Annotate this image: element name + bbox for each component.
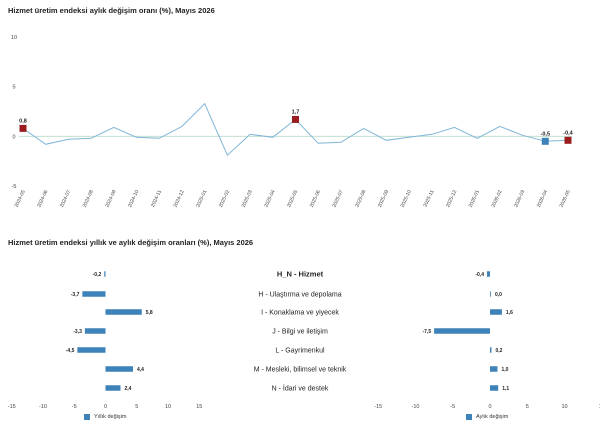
x-tick-label: 2025-02 [218, 189, 231, 208]
monthly-x-tick-label: 10 [561, 404, 567, 410]
yearly-x-tick-label: 5 [135, 404, 138, 410]
x-tick-label: 2024-05 [14, 189, 27, 208]
monthly-bar-label: -7,5 [423, 329, 432, 335]
monthly-bar-label: -0,4 [475, 272, 484, 278]
y-tick-label: 5 [12, 85, 15, 91]
yearly-bar [105, 385, 121, 391]
y-tick-label: -5 [12, 184, 17, 190]
highlight-point [564, 136, 572, 144]
x-tick-label: 2024-08 [82, 189, 95, 208]
x-tick-label: 2025-04 [263, 189, 276, 208]
monthly-x-tick-label: -5 [450, 404, 455, 410]
yearly-x-tick-label: -15 [8, 404, 16, 410]
x-tick-label: 2025-09 [377, 189, 390, 208]
x-tick-label: 2024-11 [150, 189, 163, 208]
x-tick-label: 2026-01 [468, 189, 481, 208]
bar-chart-title: Hizmet üretim endeksi yıllık ve aylık de… [8, 238, 254, 247]
x-tick-label: 2025-10 [400, 189, 413, 208]
monthly-x-tick-label: -15 [374, 404, 382, 410]
y-tick-label: 0 [12, 134, 15, 140]
x-tick-label: 2025-08 [354, 189, 367, 208]
yearly-x-tick-label: -10 [39, 404, 47, 410]
x-tick-label: 2025-05 [286, 189, 299, 208]
yearly-bar-label: 5,8 [146, 310, 153, 316]
yearly-bar [84, 328, 106, 334]
data-label: 1,7 [292, 109, 300, 115]
yearly-bar [105, 366, 133, 372]
legend-yearly-swatch [84, 414, 90, 420]
category-label: J - Bilgi ve iletişim [272, 329, 328, 336]
legend-yearly-label: Yıllık değişim [94, 414, 127, 420]
highlight-point [541, 137, 549, 145]
yearly-bar [82, 291, 106, 297]
monthly-bar [490, 366, 498, 372]
monthly-x-tick-label: -10 [412, 404, 420, 410]
monthly-bar-label: 1,1 [502, 386, 509, 392]
monthly-bar [434, 328, 490, 334]
category-label: H - Ulaştırma ve depolama [258, 292, 341, 299]
highlight-point [19, 124, 27, 132]
x-tick-label: 2025-11 [423, 189, 436, 208]
yearly-bar [77, 347, 106, 353]
x-tick-label: 2025-12 [445, 189, 458, 208]
monthly-bar-label: 0,2 [495, 348, 502, 354]
monthly-bar [490, 291, 491, 297]
x-tick-label: 2026-04 [536, 189, 549, 208]
category-label: L - Gayrimenkul [275, 348, 325, 355]
monthly-bar [490, 309, 502, 315]
highlight-point [292, 115, 299, 123]
monthly-bar [490, 347, 492, 353]
yearly-x-tick-label: 0 [104, 404, 107, 410]
monthly-bar [490, 385, 499, 391]
yearly-bar [105, 309, 142, 315]
category-label: H_N - Hizmet [277, 270, 324, 279]
yearly-x-tick-label: 15 [196, 404, 202, 410]
monthly-x-tick-label: 0 [488, 404, 491, 410]
x-tick-label: 2024-12 [173, 189, 186, 208]
x-tick-label: 2024-10 [127, 189, 140, 208]
x-tick-label: 2025-07 [332, 189, 345, 208]
legend-yearly: Yıllık değişim [84, 414, 126, 420]
monthly-bar [487, 271, 490, 277]
yearly-bar-label: 4,4 [137, 367, 144, 373]
yearly-x-tick-label: -5 [72, 404, 77, 410]
legend-monthly-swatch [466, 414, 472, 420]
x-tick-label: 2025-06 [309, 189, 322, 208]
yearly-bar-label: 2,4 [125, 386, 132, 392]
yearly-bar-label: -0,2 [93, 272, 102, 278]
monthly-x-tick-label: 15 [599, 404, 600, 410]
x-tick-label: 2024-09 [104, 189, 117, 208]
legend-monthly: Aylık değişim [466, 414, 508, 420]
monthly-bar-label: 0,0 [495, 292, 502, 298]
x-tick-label: 2024-06 [36, 189, 49, 208]
category-label: N - İdari ve destek [272, 384, 329, 393]
y-tick-label: 10 [11, 35, 17, 41]
monthly-bar-label: 1,6 [506, 310, 513, 316]
x-tick-label: 2026-03 [513, 189, 526, 208]
yearly-bar [104, 271, 106, 277]
yearly-x-tick-label: 10 [165, 404, 171, 410]
monthly-x-tick-label: 5 [526, 404, 529, 410]
bar-charts: -15 -10 -5 0 5 10 15 -0,2 -3,7 5,8 -3,3 -4,5 4,4 2,4 -… [8, 270, 600, 411]
data-label: -0,5 [541, 131, 550, 137]
x-tick-label: 2026-05 [559, 189, 572, 208]
category-label: M - Mesleki, bilimsel ve teknik [254, 367, 347, 374]
legend-monthly-label: Aylık değişim [476, 414, 509, 420]
category-label: I - Konaklama ve yiyecek [261, 310, 339, 317]
x-tick-label: 2024-07 [59, 189, 72, 208]
x-tick-label: 2025-01 [195, 189, 208, 208]
yearly-bar-label: -4,5 [66, 348, 75, 354]
monthly-bar-label: 1,0 [501, 367, 508, 373]
data-label: -0,4 [563, 130, 573, 136]
yearly-bar-label: -3,7 [71, 292, 80, 298]
x-tick-label: 2025-03 [241, 189, 254, 208]
yearly-bar-label: -3,3 [73, 329, 82, 335]
x-tick-label: 2026-02 [490, 189, 503, 208]
data-label: 0,8 [19, 118, 27, 124]
line-chart-title: Hizmet üretim endeksi aylık değişim oran… [8, 6, 215, 15]
